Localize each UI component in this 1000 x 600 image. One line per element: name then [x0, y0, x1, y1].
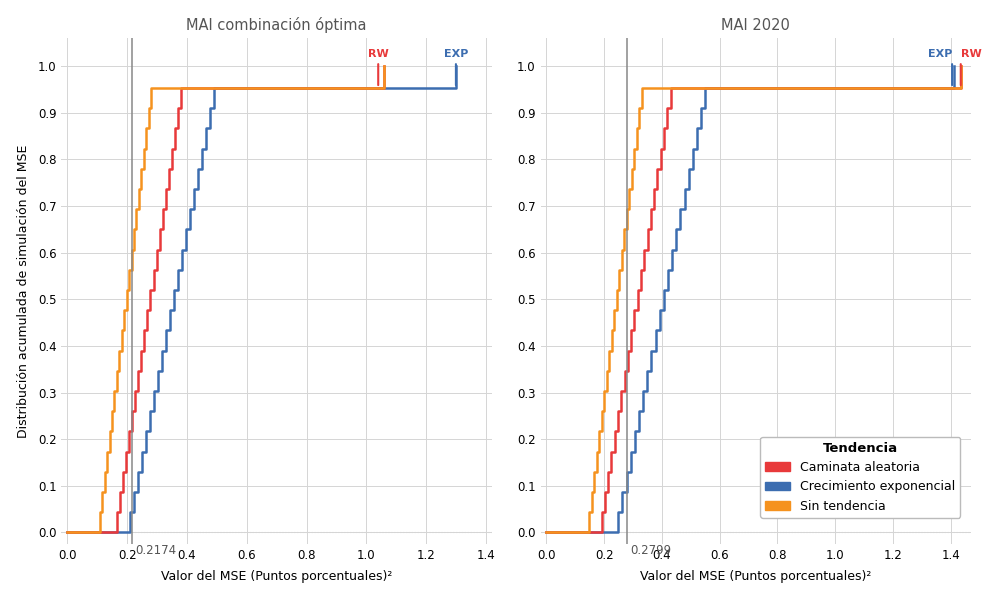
Y-axis label: Distribución acumulada de simulación del MSE: Distribución acumulada de simulación del… — [17, 145, 30, 438]
X-axis label: Valor del MSE (Puntos porcentuales)²: Valor del MSE (Puntos porcentuales)² — [640, 571, 871, 583]
Title: MAI combinación óptima: MAI combinación óptima — [186, 17, 367, 32]
Text: 0.2174: 0.2174 — [135, 544, 177, 557]
Text: EXP: EXP — [928, 49, 952, 59]
Text: EXP: EXP — [444, 49, 468, 59]
Legend: Caminata aleatoria, Crecimiento exponencial, Sin tendencia: Caminata aleatoria, Crecimiento exponenc… — [760, 437, 960, 518]
Text: RW: RW — [368, 49, 389, 59]
Text: 0.2799: 0.2799 — [630, 544, 671, 557]
X-axis label: Valor del MSE (Puntos porcentuales)²: Valor del MSE (Puntos porcentuales)² — [161, 571, 392, 583]
Text: RW: RW — [961, 49, 982, 59]
Title: MAI 2020: MAI 2020 — [721, 17, 790, 32]
